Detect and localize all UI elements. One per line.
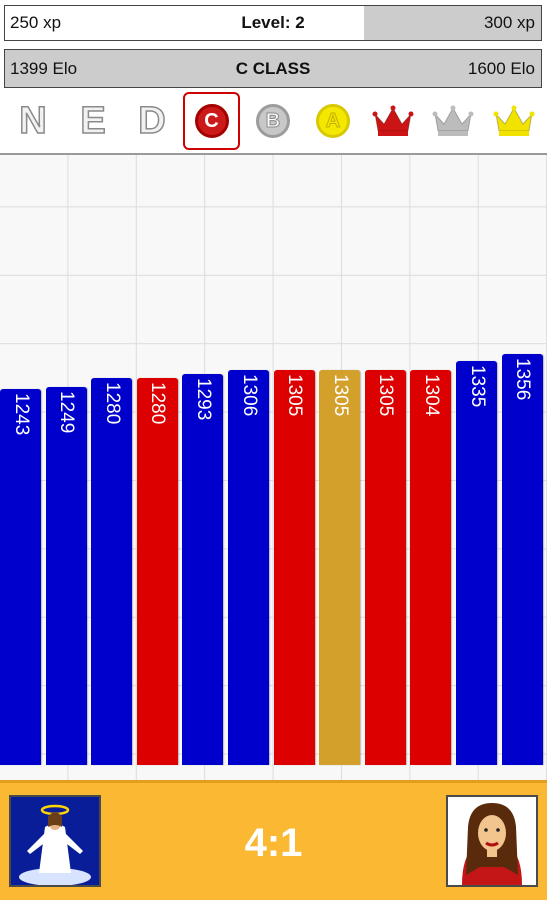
bar-value-label: 1293 — [192, 377, 214, 420]
bar-value-label: 1305 — [375, 373, 397, 417]
crown-icon — [493, 105, 535, 136]
bar-value-label: 1305 — [329, 373, 351, 417]
rating-bar: 1293 — [182, 373, 224, 765]
class-letter: N — [19, 100, 48, 142]
bar-value-label: 1243 — [10, 393, 32, 436]
bar-value-label: 1249 — [56, 391, 78, 434]
elo-max: 1600 Elo — [467, 58, 535, 78]
xp-next: 300 xp — [483, 13, 535, 32]
class-silver-crown-badge[interactable] — [424, 90, 482, 152]
rating-bar: 1280 — [136, 377, 178, 765]
rating-bar: 1335 — [456, 360, 497, 765]
xp-current: 250 xp — [10, 13, 62, 32]
opponent-avatar-image — [462, 803, 522, 885]
crown-icon — [432, 105, 474, 136]
rating-bar: 1356 — [501, 354, 543, 765]
elo-min: 1399 Elo — [10, 58, 78, 78]
class-b-badge[interactable]: B — [244, 90, 302, 152]
coin-icon: C — [194, 104, 229, 138]
class-n-badge[interactable]: N — [4, 90, 62, 152]
bar-value-label: 1280 — [147, 381, 169, 425]
match-score: 4:1 — [244, 821, 303, 865]
xp-progress-bar: 250 xp Level: 2 300 xp — [4, 5, 542, 41]
rating-bar: 1249 — [45, 387, 87, 765]
level-label: Level: 2 — [241, 13, 305, 32]
rating-bar: 1243 — [0, 389, 41, 765]
rating-bar: 1305 — [319, 369, 361, 765]
footer: 4:1 — [0, 780, 547, 900]
elo-class-bar: 1399 Elo C CLASS 1600 Elo — [4, 49, 542, 88]
rating-bar: 1305 — [273, 369, 315, 765]
class-c-badge[interactable]: C — [183, 92, 240, 150]
rating-bar: 1305 — [364, 369, 406, 765]
class-a-badge[interactable]: A — [304, 90, 362, 152]
opponent-avatar[interactable] — [446, 795, 538, 887]
rating-bar: 1304 — [410, 370, 452, 765]
class-letter: D — [138, 100, 167, 142]
bar-value-label: 1356 — [512, 358, 534, 401]
bar-value-label: 1305 — [284, 373, 306, 417]
divider — [0, 153, 547, 155]
coin-icon: A — [316, 104, 350, 138]
class-d-badge[interactable]: D — [123, 90, 181, 152]
xp-progress-remaining — [364, 6, 541, 40]
class-e-badge[interactable]: E — [64, 90, 122, 152]
rating-bar: 1280 — [91, 377, 133, 765]
crown-icon — [372, 105, 414, 136]
rating-bar-chart: 1243 1249 1280 1280 1293 1306 1305 1305 1305 1304… — [0, 155, 547, 780]
player-avatar[interactable] — [9, 795, 101, 887]
bar-value-label: 1304 — [420, 374, 442, 417]
class-gold-crown-badge[interactable] — [485, 90, 543, 152]
rating-bar: 1306 — [228, 369, 269, 765]
class-letter: E — [80, 100, 107, 142]
bar-value-label: 1306 — [238, 373, 260, 416]
class-name: C CLASS — [235, 58, 311, 78]
class-red-crown-badge[interactable] — [364, 90, 422, 152]
player-avatar-image — [19, 804, 91, 885]
bar-value-label: 1335 — [466, 364, 488, 407]
coin-icon: B — [256, 104, 290, 138]
bar-value-label: 1280 — [101, 381, 123, 425]
